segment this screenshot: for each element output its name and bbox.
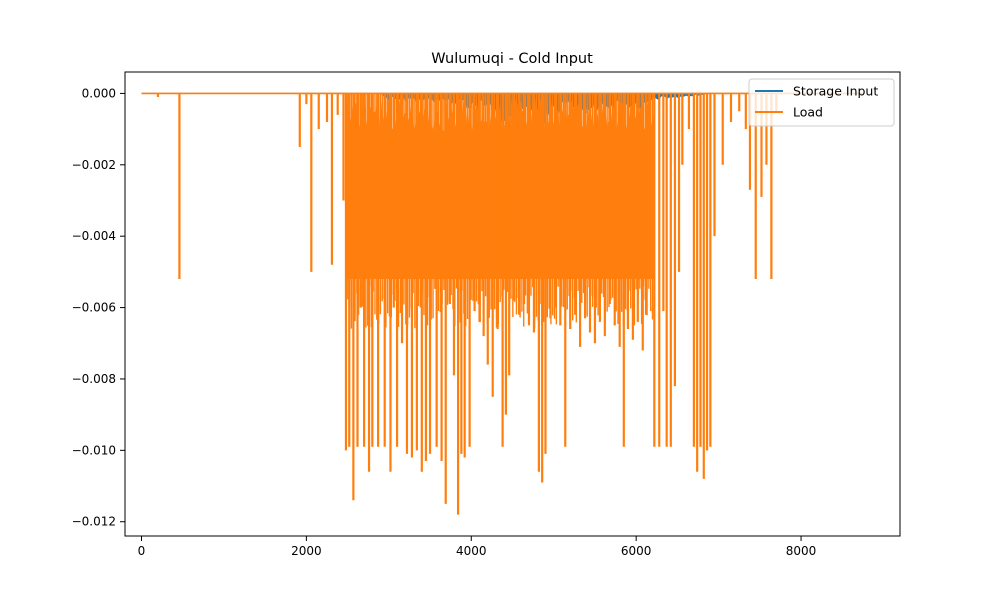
x-axis: 0 2000 4000 6000 8000 bbox=[138, 536, 817, 558]
y-tick-label: −0.012 bbox=[72, 515, 116, 529]
x-tick-label: 4000 bbox=[456, 544, 487, 558]
x-tick-label: 8000 bbox=[786, 544, 817, 558]
y-tick-label: −0.008 bbox=[72, 372, 116, 386]
x-tick-label: 6000 bbox=[621, 544, 652, 558]
chart-title: Wulumuqi - Cold Input bbox=[431, 51, 593, 67]
legend: Storage Input Load bbox=[748, 78, 895, 127]
y-axis: 0.000 −0.002 −0.004 −0.006 −0.008 −0.010 −0.01… bbox=[72, 86, 125, 529]
legend-label: Storage Input bbox=[793, 84, 878, 99]
x-tick-label: 2000 bbox=[291, 544, 322, 558]
axes-frame bbox=[124, 71, 901, 537]
legend-label: Load bbox=[793, 105, 823, 120]
y-tick-label: −0.004 bbox=[72, 229, 116, 243]
x-tick-label: 0 bbox=[138, 544, 146, 558]
y-tick-label: −0.010 bbox=[72, 443, 116, 457]
y-tick-label: −0.006 bbox=[72, 301, 116, 315]
plot-data-area bbox=[141, 92, 864, 515]
y-tick-label: 0.000 bbox=[82, 86, 116, 100]
legend-box bbox=[748, 78, 895, 127]
y-tick-label: −0.002 bbox=[72, 158, 116, 172]
